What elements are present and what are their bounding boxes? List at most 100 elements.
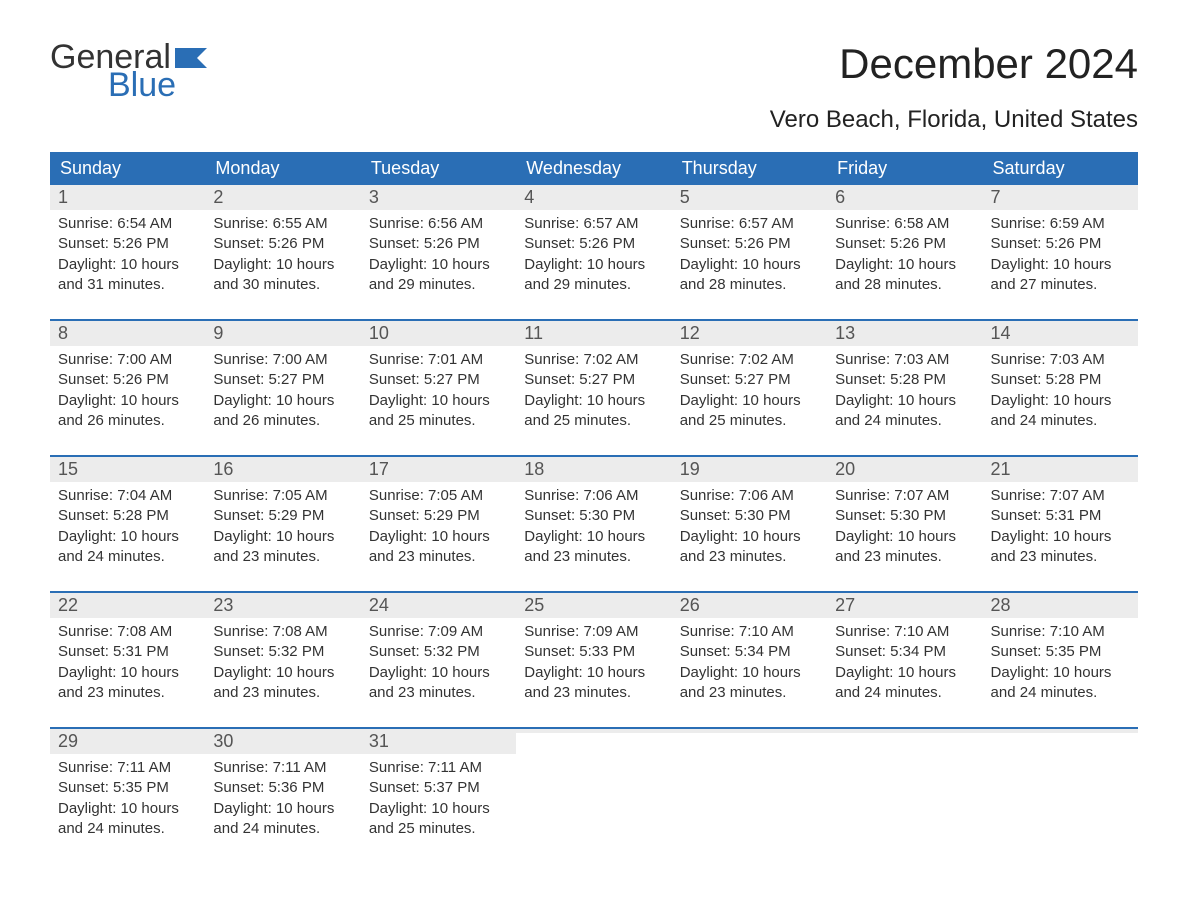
day-day2: and 25 minutes. [369, 819, 508, 839]
day-day2: and 26 minutes. [213, 411, 352, 431]
calendar-day: 23Sunrise: 7:08 AMSunset: 5:32 PMDayligh… [205, 593, 360, 709]
day-sunset: Sunset: 5:30 PM [835, 506, 974, 526]
day-header: Wednesday [516, 152, 671, 185]
day-number: 31 [369, 731, 389, 751]
day-num-row: 30 [205, 729, 360, 754]
day-num-row: 18 [516, 457, 671, 482]
day-body: Sunrise: 6:56 AMSunset: 5:26 PMDaylight:… [361, 210, 516, 301]
day-day1: Daylight: 10 hours [58, 255, 197, 275]
day-day1: Daylight: 10 hours [524, 255, 663, 275]
day-sunrise: Sunrise: 6:54 AM [58, 214, 197, 234]
day-sunset: Sunset: 5:27 PM [369, 370, 508, 390]
day-day2: and 23 minutes. [369, 683, 508, 703]
day-number: 14 [991, 323, 1011, 343]
day-header-row: Sunday Monday Tuesday Wednesday Thursday… [50, 152, 1138, 185]
calendar-day: 6Sunrise: 6:58 AMSunset: 5:26 PMDaylight… [827, 185, 982, 301]
day-sunset: Sunset: 5:26 PM [58, 370, 197, 390]
day-day2: and 23 minutes. [213, 547, 352, 567]
day-num-row: 23 [205, 593, 360, 618]
day-day2: and 24 minutes. [991, 411, 1130, 431]
day-day1: Daylight: 10 hours [991, 255, 1130, 275]
day-number: 24 [369, 595, 389, 615]
day-day1: Daylight: 10 hours [369, 255, 508, 275]
calendar-day: 2Sunrise: 6:55 AMSunset: 5:26 PMDaylight… [205, 185, 360, 301]
calendar-day: 29Sunrise: 7:11 AMSunset: 5:35 PMDayligh… [50, 729, 205, 845]
day-body: Sunrise: 7:00 AMSunset: 5:27 PMDaylight:… [205, 346, 360, 437]
day-sunrise: Sunrise: 7:03 AM [991, 350, 1130, 370]
day-sunset: Sunset: 5:35 PM [58, 778, 197, 798]
calendar-day: 24Sunrise: 7:09 AMSunset: 5:32 PMDayligh… [361, 593, 516, 709]
day-num-row: 1 [50, 185, 205, 210]
day-header: Saturday [983, 152, 1138, 185]
calendar-day: 19 Sunrise: 7:06 AMSunset: 5:30 PMDayligh… [672, 457, 827, 573]
calendar-day: 15Sunrise: 7:04 AMSunset: 5:28 PMDayligh… [50, 457, 205, 573]
day-sunset: Sunset: 5:29 PM [369, 506, 508, 526]
day-day2: and 25 minutes. [369, 411, 508, 431]
day-sunrise: Sunrise: 7:11 AM [369, 758, 508, 778]
day-body: Sunrise: 7:01 AMSunset: 5:27 PMDaylight:… [361, 346, 516, 437]
day-day1: Daylight: 10 hours [369, 799, 508, 819]
day-day2: and 23 minutes. [369, 547, 508, 567]
day-sunrise: Sunrise: 6:56 AM [369, 214, 508, 234]
day-number: 25 [524, 595, 544, 615]
day-sunset: Sunset: 5:27 PM [213, 370, 352, 390]
day-number: 28 [991, 595, 1011, 615]
day-day1: Daylight: 10 hours [369, 663, 508, 683]
day-num-row: 13 [827, 321, 982, 346]
day-sunset: Sunset: 5:30 PM [524, 506, 663, 526]
day-body: Sunrise: 6:55 AMSunset: 5:26 PMDaylight:… [205, 210, 360, 301]
day-sunset: Sunset: 5:34 PM [680, 642, 819, 662]
day-number: 9 [213, 323, 223, 343]
day-sunset: Sunset: 5:30 PM [680, 506, 819, 526]
day-day2: and 23 minutes. [835, 547, 974, 567]
day-day1: Daylight: 10 hours [680, 527, 819, 547]
calendar-week: 22Sunrise: 7:08 AMSunset: 5:31 PMDayligh… [50, 591, 1138, 709]
day-sunrise: Sunrise: 7:06 AM [680, 486, 819, 506]
calendar-day [827, 729, 982, 845]
day-number: 4 [524, 187, 534, 207]
day-day2: and 29 minutes. [524, 275, 663, 295]
day-number: 20 [835, 459, 855, 479]
calendar-day: 13Sunrise: 7:03 AMSunset: 5:28 PMDayligh… [827, 321, 982, 437]
day-sunrise: Sunrise: 7:10 AM [835, 622, 974, 642]
calendar-day: 12Sunrise: 7:02 AMSunset: 5:27 PMDayligh… [672, 321, 827, 437]
day-sunset: Sunset: 5:34 PM [835, 642, 974, 662]
day-sunrise: Sunrise: 7:03 AM [835, 350, 974, 370]
day-day1: Daylight: 10 hours [58, 527, 197, 547]
day-day2: and 28 minutes. [680, 275, 819, 295]
calendar-day: 28Sunrise: 7:10 AMSunset: 5:35 PMDayligh… [983, 593, 1138, 709]
day-number: 13 [835, 323, 855, 343]
day-day2: and 23 minutes. [58, 683, 197, 703]
day-day2: and 31 minutes. [58, 275, 197, 295]
day-day2: and 23 minutes. [524, 547, 663, 567]
day-body: Sunrise: 7:10 AMSunset: 5:34 PMDaylight:… [827, 618, 982, 709]
calendar-day: 5Sunrise: 6:57 AMSunset: 5:26 PMDaylight… [672, 185, 827, 301]
day-body: Sunrise: 7:07 AMSunset: 5:31 PMDaylight:… [983, 482, 1138, 573]
day-body: Sunrise: 7:02 AMSunset: 5:27 PMDaylight:… [516, 346, 671, 437]
day-day1: Daylight: 10 hours [369, 527, 508, 547]
day-sunset: Sunset: 5:26 PM [58, 234, 197, 254]
day-sunrise: Sunrise: 6:58 AM [835, 214, 974, 234]
calendar-day: 27Sunrise: 7:10 AMSunset: 5:34 PMDayligh… [827, 593, 982, 709]
day-day1: Daylight: 10 hours [835, 527, 974, 547]
day-day2: and 23 minutes. [680, 547, 819, 567]
day-sunrise: Sunrise: 7:11 AM [213, 758, 352, 778]
calendar-day: 20Sunrise: 7:07 AMSunset: 5:30 PMDayligh… [827, 457, 982, 573]
day-day2: and 24 minutes. [991, 683, 1130, 703]
calendar-day [983, 729, 1138, 845]
day-number: 18 [524, 459, 544, 479]
day-sunrise: Sunrise: 7:00 AM [58, 350, 197, 370]
day-body: Sunrise: 7:04 AMSunset: 5:28 PMDaylight:… [50, 482, 205, 573]
day-num-row: 14 [983, 321, 1138, 346]
calendar-day: 9 Sunrise: 7:00 AMSunset: 5:27 PMDaylight… [205, 321, 360, 437]
calendar-day: 3Sunrise: 6:56 AMSunset: 5:26 PMDaylight… [361, 185, 516, 301]
day-num-row: 17 [361, 457, 516, 482]
day-day1: Daylight: 10 hours [524, 391, 663, 411]
calendar-week: 15Sunrise: 7:04 AMSunset: 5:28 PMDayligh… [50, 455, 1138, 573]
calendar-day: 18Sunrise: 7:06 AMSunset: 5:30 PMDayligh… [516, 457, 671, 573]
day-sunrise: Sunrise: 6:55 AM [213, 214, 352, 234]
day-body: Sunrise: 7:05 AMSunset: 5:29 PMDaylight:… [361, 482, 516, 573]
day-sunrise: Sunrise: 7:04 AM [58, 486, 197, 506]
day-body: Sunrise: 7:08 AMSunset: 5:32 PMDaylight:… [205, 618, 360, 709]
day-number: 19 [680, 459, 700, 479]
